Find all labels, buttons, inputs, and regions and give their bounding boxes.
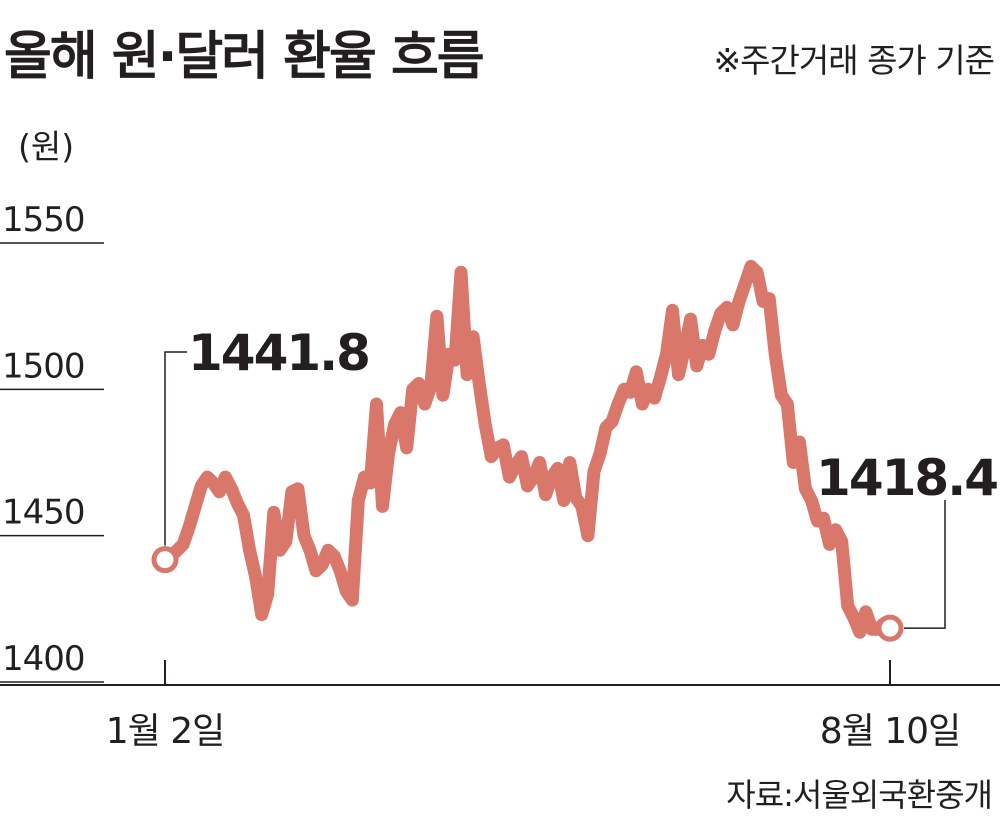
y-tick-label-1550: 1550 <box>2 200 85 240</box>
annotation-group: 1441.8 1418.4 <box>151 324 999 642</box>
y-axis-unit-label: (원) <box>18 127 74 166</box>
annotation-label-1: 1418.4 <box>816 449 997 507</box>
y-tick-label-1450: 1450 <box>2 493 85 533</box>
annotation-marker-0 <box>151 546 179 574</box>
annotation-label-0: 1441.8 <box>188 324 369 382</box>
annotation-leader-0 <box>164 351 187 546</box>
chart-title: 올해 원·달러 환율 흐름 <box>4 27 485 87</box>
y-tick-group: 1550 1500 1450 1400 <box>0 200 104 683</box>
x-tick-label-0: 1월 2일 <box>106 711 225 752</box>
annotation-marker-1 <box>876 614 904 642</box>
x-tick-group: 1월 2일 8월 10일 <box>106 660 961 752</box>
data-source: 자료:서울외국환중개 <box>726 776 993 814</box>
x-tick-label-1: 8월 10일 <box>820 711 960 752</box>
y-tick-label-1400: 1400 <box>2 639 85 679</box>
y-tick-label-1500: 1500 <box>2 346 85 386</box>
chart-note: ※주간거래 종가 기준 <box>713 41 995 80</box>
annotation-leader-1 <box>904 500 946 629</box>
exchange-rate-line <box>158 259 897 639</box>
